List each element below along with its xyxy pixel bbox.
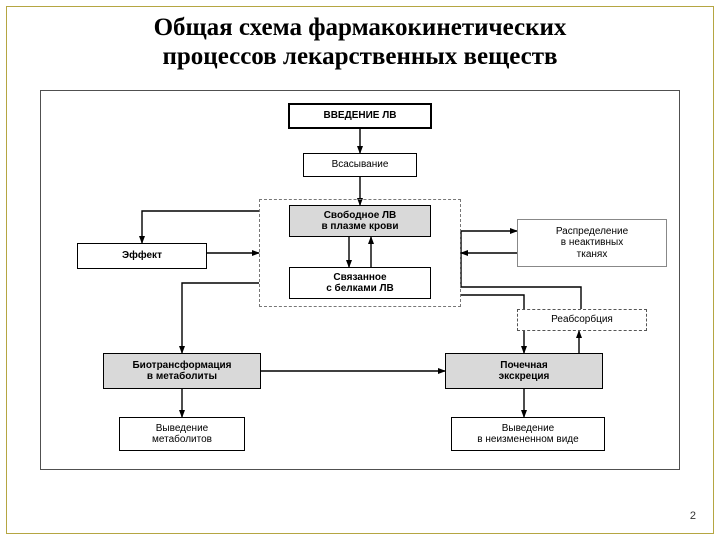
- slide-title: Общая схема фармакокинетических процессо…: [0, 14, 720, 72]
- node-n_biotr: Биотрансформацияв метаболиты: [103, 353, 261, 389]
- node-n_reabs: Реабсорбция: [517, 309, 647, 331]
- node-n_free: Свободное ЛВв плазме крови: [289, 205, 431, 237]
- node-n_renal: Почечнаяэкскреция: [445, 353, 603, 389]
- title-line-1: Общая схема фармакокинетических: [154, 14, 567, 41]
- edge-n_free-n_effect: [142, 211, 259, 243]
- node-n_excret1: Выведениеметаболитов: [119, 417, 245, 451]
- node-n_excret2: Выведениев неизмененном виде: [451, 417, 605, 451]
- title-line-2: процессов лекарственных веществ: [162, 43, 557, 70]
- edge-n_group-n_renal: [461, 295, 524, 353]
- page-number: 2: [690, 510, 696, 522]
- node-n_effect: Эффект: [77, 243, 207, 269]
- edge-n_group-n_biotr: [182, 283, 259, 353]
- node-n_distr: Распределениев неактивныхтканях: [517, 219, 667, 267]
- node-n_bound: Связанноес белками ЛВ: [289, 267, 431, 299]
- pharmacokinetics-diagram: ВВЕДЕНИЕ ЛВ Всасывание Свободное ЛВв плазм…: [40, 90, 680, 470]
- node-n_intro: ВВЕДЕНИЕ ЛВ: [288, 103, 432, 129]
- node-n_absorb: Всасывание: [303, 153, 417, 177]
